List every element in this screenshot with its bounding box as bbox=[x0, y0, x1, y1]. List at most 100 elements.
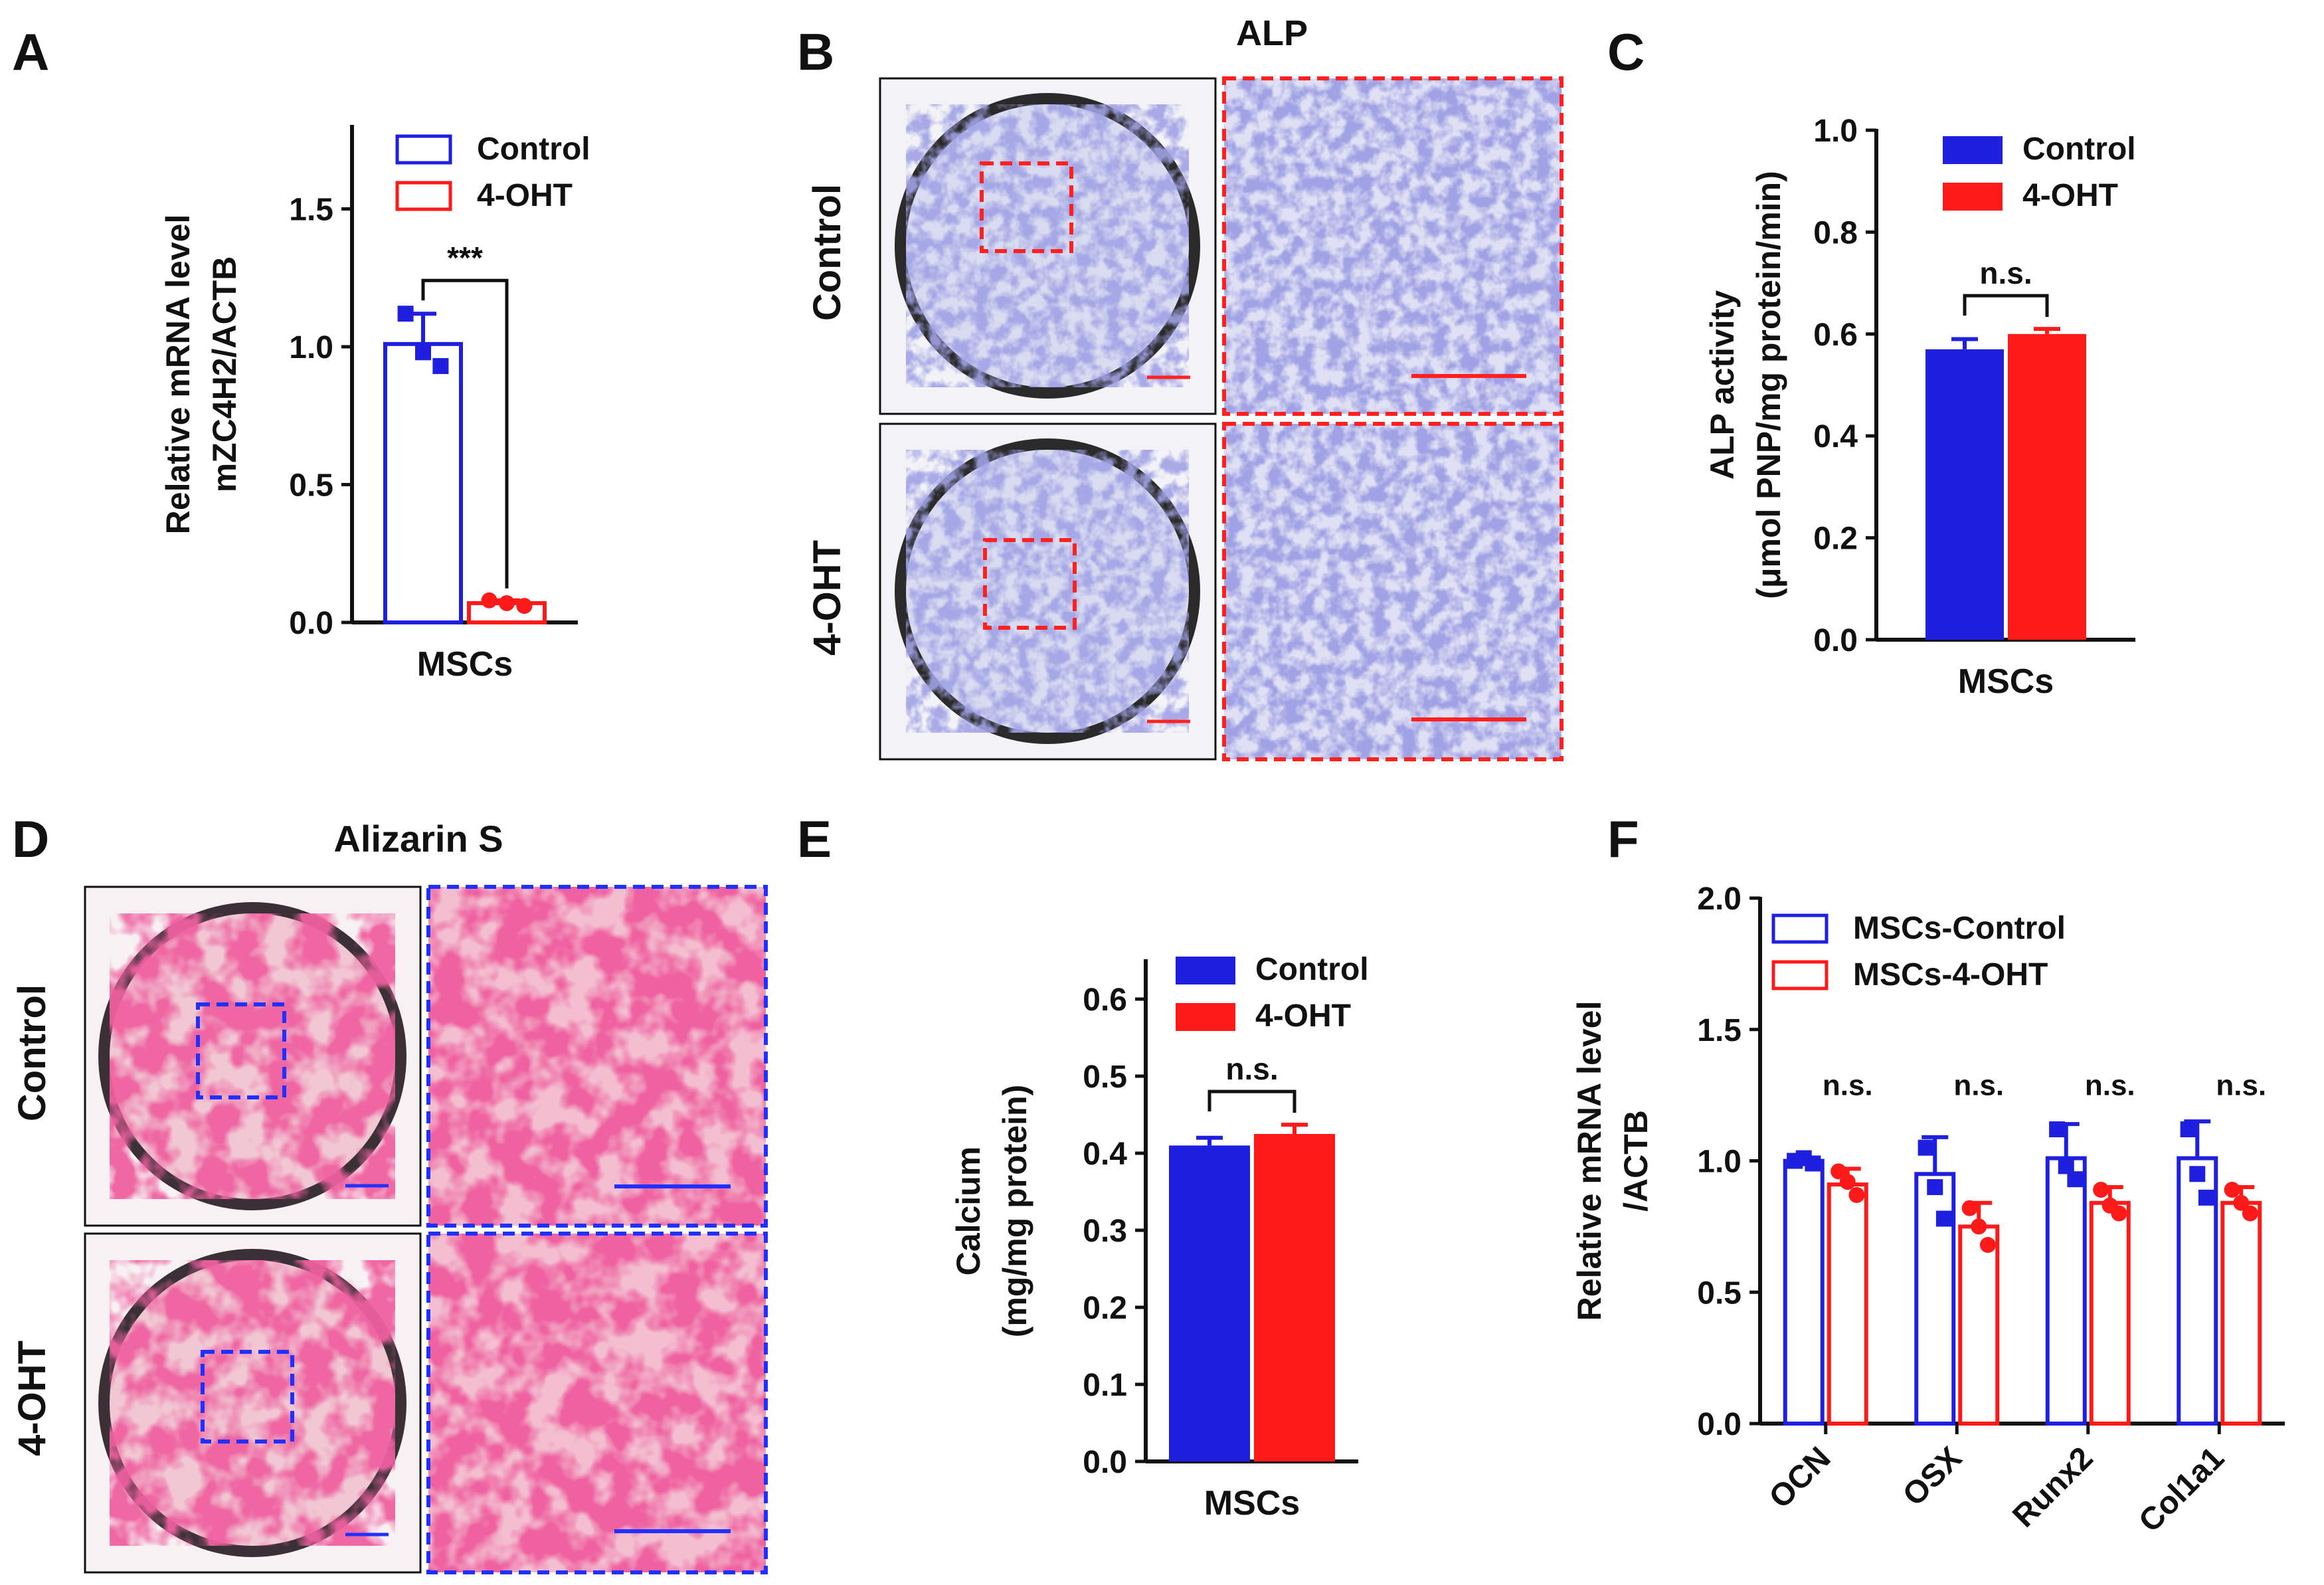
bar bbox=[1783, 1159, 1825, 1426]
alp-row-label-control: Control bbox=[806, 184, 849, 321]
legend-label: Control bbox=[477, 132, 590, 167]
y-tick-label: 1.0 bbox=[1697, 1145, 1742, 1180]
data-point bbox=[2224, 1182, 2240, 1198]
data-point bbox=[1918, 1139, 1934, 1156]
y-axis-label: (mg/mg protein) bbox=[996, 1085, 1033, 1338]
panel-label-f: F bbox=[1607, 810, 1639, 868]
y-axis-label: Relative mRNA level bbox=[159, 215, 197, 535]
alp-title: ALP bbox=[1236, 13, 1308, 53]
y-tick-label: 0.5 bbox=[1083, 1060, 1127, 1095]
y-tick-label: 1.5 bbox=[289, 193, 333, 228]
legend-label: 4-OHT bbox=[1255, 998, 1351, 1034]
y-tick-label: 0.4 bbox=[1813, 419, 1858, 454]
significance-label: *** bbox=[447, 240, 483, 275]
alizarin-row-label-treated: 4-OHT bbox=[11, 1341, 54, 1456]
legend-swatch bbox=[1943, 136, 2003, 164]
data-point bbox=[432, 358, 449, 375]
x-tick-label: OSX bbox=[1896, 1440, 1969, 1513]
y-tick-label: 0.0 bbox=[289, 606, 333, 641]
data-point bbox=[397, 306, 414, 322]
bar bbox=[1827, 1182, 1868, 1426]
y-tick-label: 0.2 bbox=[1083, 1291, 1127, 1326]
data-point bbox=[2242, 1205, 2258, 1222]
y-tick-label: 0.1 bbox=[1083, 1368, 1127, 1403]
y-axis-label: ALP activity bbox=[1704, 290, 1741, 480]
y-axis-label: Relative mRNA level bbox=[1571, 1001, 1608, 1321]
bar bbox=[2045, 1156, 2087, 1426]
legend-swatch bbox=[1771, 960, 1829, 990]
x-tick-label: MSCs bbox=[1958, 662, 2054, 701]
legend-label: Control bbox=[2022, 132, 2136, 167]
data-point bbox=[1839, 1174, 1856, 1190]
y-tick-label: 0.0 bbox=[1083, 1445, 1127, 1480]
y-tick-label: 0.6 bbox=[1083, 982, 1127, 1018]
bar bbox=[383, 341, 463, 624]
bar bbox=[1254, 1134, 1335, 1461]
data-point bbox=[2049, 1121, 2066, 1138]
x-tick-label: OCN bbox=[1763, 1440, 1838, 1515]
data-point bbox=[1927, 1179, 1943, 1196]
data-point bbox=[2233, 1194, 2250, 1211]
significance-label: n.s. bbox=[1823, 1070, 1873, 1102]
alizarin-row-label-control: Control bbox=[11, 984, 54, 1121]
y-tick-label: 0.8 bbox=[1813, 215, 1858, 250]
data-point bbox=[1805, 1155, 1821, 1172]
y-axis-label: Calcium bbox=[950, 1147, 987, 1276]
alizarin-control-well-image bbox=[84, 886, 422, 1227]
bar bbox=[2008, 333, 2086, 640]
data-point bbox=[1935, 1210, 1952, 1227]
y-tick-label: 0.5 bbox=[289, 468, 333, 504]
alp-micrograph-panel: ALP Control 4-OHT bbox=[806, 13, 1564, 761]
legend-label: MSCs-Control bbox=[1853, 911, 2066, 946]
significance-label: n.s. bbox=[1953, 1070, 2004, 1102]
data-point bbox=[2198, 1189, 2214, 1206]
alizarin-micrograph-panel: Alizarin S Control 4-OHT bbox=[11, 818, 768, 1574]
alp-treated-zoom-image bbox=[1222, 422, 1564, 761]
significance-label: n.s. bbox=[1225, 1052, 1278, 1086]
panel-label-a: A bbox=[12, 23, 49, 81]
data-point bbox=[1979, 1237, 1996, 1254]
x-tick-label: MSCs bbox=[417, 645, 513, 684]
panel-label-e: E bbox=[797, 810, 832, 868]
panel-label-c: C bbox=[1607, 23, 1645, 81]
bar bbox=[2089, 1200, 2131, 1426]
data-point bbox=[1831, 1163, 1847, 1180]
y-tick-label: 0.4 bbox=[1083, 1137, 1127, 1172]
chart-e-calcium: 0.0 0.1 0.2 0.3 0.4 0.5 0.6 Calcium (mg/mg prote… bbox=[950, 952, 1369, 1523]
data-point bbox=[516, 598, 533, 614]
alp-control-zoom-image bbox=[1222, 76, 1564, 416]
alizarin-title: Alizarin S bbox=[333, 818, 503, 860]
y-tick-label: 2.0 bbox=[1697, 882, 1742, 917]
alizarin-control-zoom-image bbox=[426, 885, 768, 1228]
y-tick-label: 1.5 bbox=[1697, 1013, 1742, 1048]
data-point bbox=[2180, 1121, 2196, 1138]
legend-label: 4-OHT bbox=[477, 178, 573, 213]
significance-bracket bbox=[1207, 1089, 1296, 1113]
panel-label-b: B bbox=[797, 23, 834, 81]
y-axis-label: /ACTB bbox=[1617, 1110, 1654, 1212]
significance-label: n.s. bbox=[2216, 1070, 2266, 1102]
y-axis-label: mZC4H2/ACTB bbox=[206, 256, 243, 493]
bar bbox=[2220, 1200, 2262, 1426]
legend-label: Control bbox=[1255, 952, 1369, 987]
bar bbox=[1169, 1145, 1250, 1461]
data-point bbox=[2067, 1171, 2084, 1188]
y-tick-label: 1.0 bbox=[289, 330, 333, 365]
data-point bbox=[2111, 1205, 2127, 1222]
alp-control-well-image bbox=[879, 77, 1217, 415]
legend-swatch bbox=[1943, 183, 2003, 211]
y-tick-label: 0.0 bbox=[1813, 623, 1858, 658]
bar bbox=[1925, 349, 2004, 640]
data-point bbox=[2189, 1166, 2206, 1182]
chart-a-relative-mrna: 0.0 0.5 1.0 1.5 Relative mRNA level mZC4H2/AC… bbox=[159, 125, 590, 684]
y-tick-label: 0.2 bbox=[1813, 521, 1858, 557]
y-tick-label: 0.6 bbox=[1813, 318, 1858, 353]
data-point bbox=[415, 344, 431, 361]
alp-treated-well-image bbox=[879, 422, 1217, 761]
chart-c-alp-activity: 0.0 0.2 0.4 0.6 0.8 1.0 ALP activity (μmol PNP/… bbox=[1704, 114, 2136, 701]
significance-label: n.s. bbox=[2085, 1070, 2135, 1102]
legend-swatch bbox=[1176, 957, 1235, 984]
legend-swatch bbox=[395, 181, 452, 211]
legend-label: 4-OHT bbox=[2022, 178, 2118, 213]
